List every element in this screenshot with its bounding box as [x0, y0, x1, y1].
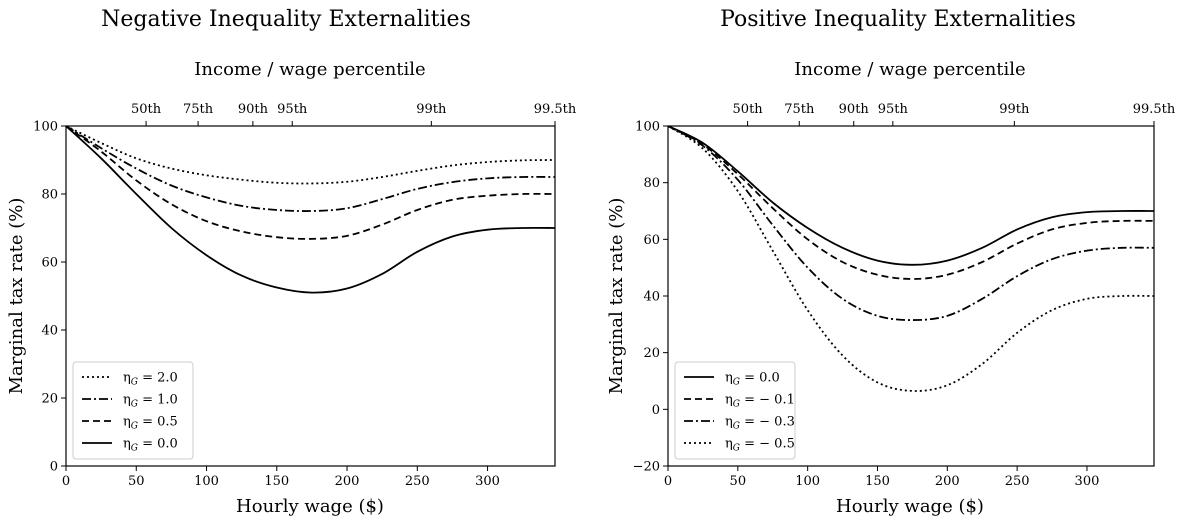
x-axis-label: Hourly wage ($) [236, 496, 384, 517]
top-tick-label: 90th [839, 102, 870, 117]
top-tick-label: 50th [733, 102, 764, 117]
y-axis-label: Marginal tax rate (%) [6, 198, 27, 395]
top-tick-label: 75th [183, 102, 214, 117]
series-line [66, 126, 555, 294]
top-tick-label: 95th [277, 102, 308, 117]
plot-frame [65, 125, 556, 467]
top-axis-label: Income / wage percentile [194, 59, 425, 80]
top-tick-label: 99th [416, 102, 447, 117]
y-tick-label: 60 [643, 233, 660, 248]
x-tick-label: 0 [62, 474, 70, 489]
legend-label: ηG = 0.5 [123, 415, 178, 432]
y-tick-label: 0 [50, 460, 58, 475]
top-axis-label: Income / wage percentile [794, 59, 1025, 80]
x-tick-label: 150 [865, 474, 890, 489]
top-tick-label: 99th [999, 102, 1030, 117]
y-tick-label: 40 [41, 324, 58, 339]
y-tick-label: 80 [643, 176, 660, 191]
x-tick-label: 250 [1005, 474, 1030, 489]
y-tick-label: 20 [41, 392, 58, 407]
x-tick-label: 200 [935, 474, 960, 489]
y-tick-label: 0 [652, 403, 660, 418]
right-chart-panel: Positive Inequality Externalities Income… [606, 7, 1176, 517]
chart-title: Negative Inequality Externalities [101, 7, 471, 32]
y-tick-label: 100 [33, 120, 58, 135]
series-line [66, 126, 555, 212]
legend-label: ηG = − 0.1 [725, 393, 795, 410]
y-tick-label: −20 [633, 460, 660, 475]
legend-label: ηG = − 0.5 [725, 437, 795, 454]
x-tick-label: 50 [730, 474, 747, 489]
x-tick-label: 250 [405, 474, 430, 489]
top-tick-label: 95th [878, 102, 909, 117]
series-line [66, 126, 555, 240]
series-line [668, 126, 1154, 321]
x-tick-label: 50 [128, 474, 145, 489]
x-tick-label: 200 [335, 474, 360, 489]
legend-label: ηG = 2.0 [123, 371, 178, 388]
left-chart-panel: Negative Inequality Externalities Income… [6, 7, 577, 517]
top-tick-label: 99.5th [534, 102, 577, 117]
x-axis-label: Hourly wage ($) [836, 496, 984, 517]
legend-label: ηG = 0.0 [725, 371, 780, 388]
legend-label: ηG = − 0.3 [725, 415, 795, 432]
plot-area: 0 50 100 150 200 250 300 0 20 40 60 80 100 50th 75th 90… [33, 102, 577, 489]
legend: ηG = 0.0 ηG = − 0.1 ηG = − 0.3 ηG = − 0.5 [674, 361, 796, 460]
x-tick-label: 150 [264, 474, 289, 489]
y-tick-label: 20 [643, 346, 660, 361]
chart-title: Positive Inequality Externalities [720, 7, 1076, 32]
legend-label: ηG = 0.0 [123, 437, 178, 454]
plot-area: 0 50 100 150 200 250 300 −20 0 20 40 60 80 100 50th 75t… [633, 102, 1176, 489]
x-tick-label: 300 [475, 474, 500, 489]
x-tick-label: 100 [194, 474, 219, 489]
top-tick-label: 90th [238, 102, 269, 117]
y-tick-label: 40 [643, 290, 660, 305]
legend: ηG = 2.0 ηG = 1.0 ηG = 0.5 ηG = 0.0 [72, 361, 194, 460]
legend-box [674, 361, 796, 460]
top-tick-label: 99.5th [1133, 102, 1176, 117]
series-line [66, 126, 555, 185]
top-tick-label: 75th [784, 102, 815, 117]
y-tick-label: 80 [41, 188, 58, 203]
series-line [668, 126, 1154, 280]
y-axis-label: Marginal tax rate (%) [606, 198, 627, 395]
series-line [668, 126, 1154, 266]
legend-box [72, 361, 194, 460]
series-line [668, 126, 1154, 392]
y-tick-label: 60 [41, 256, 58, 271]
legend-label: ηG = 1.0 [123, 393, 178, 410]
x-tick-label: 100 [795, 474, 820, 489]
x-tick-label: 300 [1075, 474, 1100, 489]
y-tick-label: 100 [635, 120, 660, 135]
x-tick-label: 0 [664, 474, 672, 489]
top-tick-label: 50th [131, 102, 162, 117]
